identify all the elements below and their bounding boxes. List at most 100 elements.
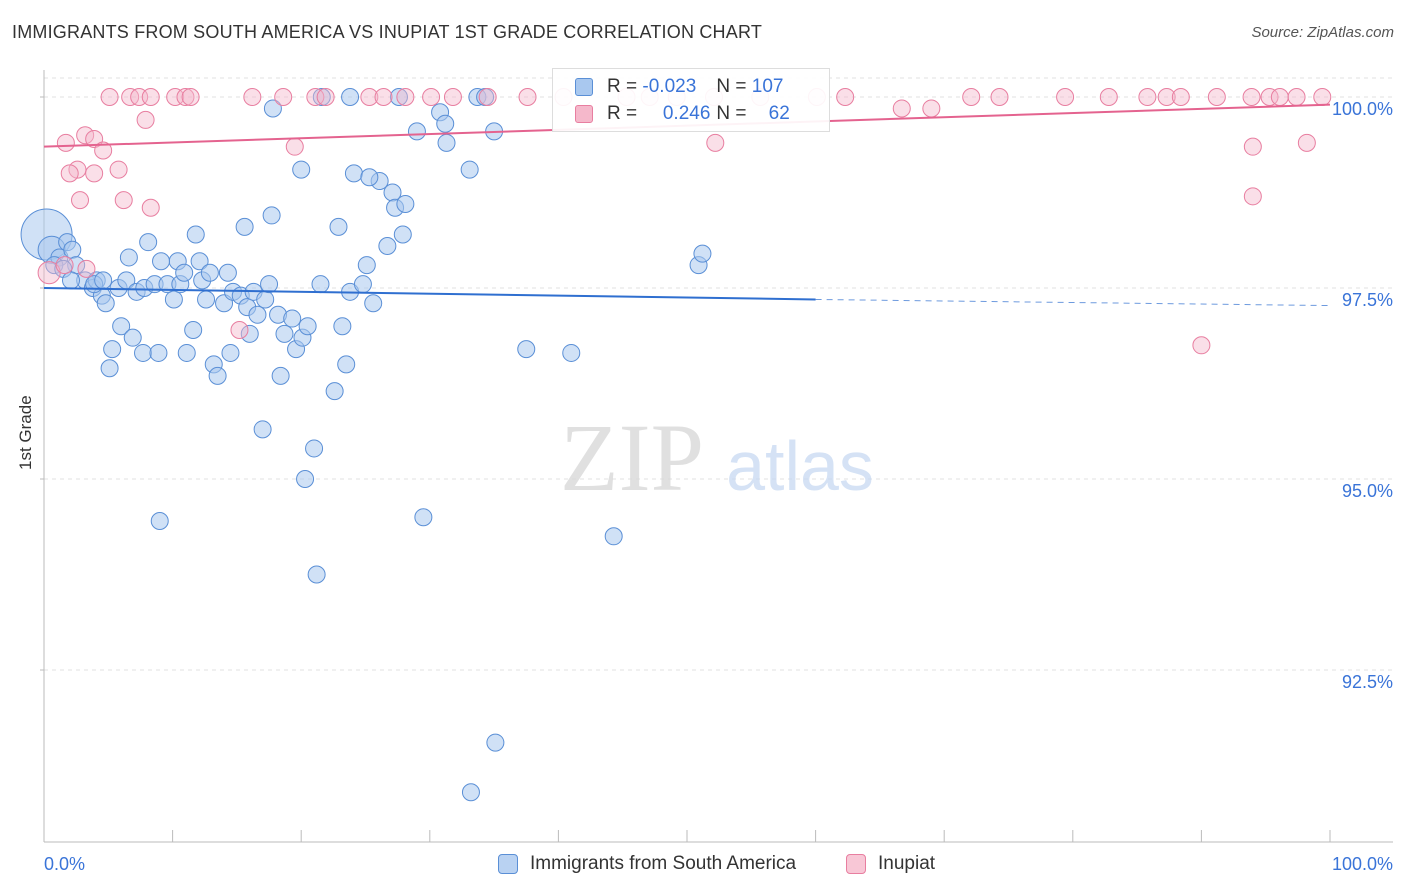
data-point-immigrants [139, 233, 158, 252]
data-point-immigrants [197, 290, 216, 309]
data-point-inupiat [990, 88, 1009, 106]
data-point-inupiat [285, 137, 304, 156]
data-point-immigrants [149, 343, 168, 362]
data-point-inupiat [518, 88, 537, 106]
data-point-immigrants [63, 240, 82, 259]
bottom-legend-immigrants[interactable]: Immigrants from South America [498, 852, 796, 876]
data-point-inupiat [360, 88, 379, 106]
data-point-immigrants [177, 343, 196, 362]
data-point-inupiat [121, 88, 140, 106]
legend-n-value: 62 [768, 103, 790, 124]
bottom-legend-inupiat[interactable]: Inupiat [846, 852, 935, 876]
data-point-inupiat [1297, 133, 1316, 152]
data-point-immigrants [152, 252, 171, 271]
data-point-immigrants [393, 225, 412, 244]
data-point-immigrants [325, 382, 344, 401]
data-point-inupiat [1287, 88, 1306, 106]
data-point-inupiat [94, 141, 113, 160]
legend-r-label: R = [607, 103, 638, 124]
data-point-inupiat [77, 259, 96, 278]
legend-swatch-blue [575, 78, 593, 96]
y-tick-label: 95.0% [1342, 481, 1393, 501]
data-point-immigrants [357, 256, 376, 275]
data-point-immigrants [344, 164, 363, 183]
data-point-immigrants [337, 355, 356, 374]
data-point-immigrants [260, 275, 279, 294]
data-point-inupiat [85, 164, 104, 183]
data-point-inupiat [60, 164, 79, 183]
data-point-inupiat [1243, 137, 1262, 156]
stats-legend: R = -0.023 N = 107 R = 0.246 N = 62 [552, 68, 830, 132]
source-credit: Source: ZipAtlas.com [1251, 24, 1394, 41]
data-point-immigrants [134, 343, 153, 362]
data-point-inupiat [1171, 88, 1190, 106]
trend-line-immigrants [43, 287, 816, 301]
data-point-immigrants [190, 252, 209, 271]
data-point-immigrants [112, 317, 131, 336]
y-tick-label: 100.0% [1332, 99, 1393, 119]
data-point-inupiat [892, 99, 911, 118]
data-point-inupiat [76, 126, 95, 145]
data-point-immigrants [407, 122, 426, 141]
data-point-immigrants [517, 340, 536, 359]
data-point-inupiat [836, 88, 855, 106]
data-point-immigrants [221, 343, 240, 362]
data-point-inupiat [109, 160, 128, 179]
data-point-immigrants [360, 168, 379, 187]
data-point-inupiat [243, 88, 262, 106]
data-point-immigrants [263, 99, 282, 118]
data-point-immigrants [100, 359, 119, 378]
data-point-inupiat [1313, 88, 1332, 106]
legend-r-value: 0.246 [662, 103, 711, 124]
data-point-immigrants [94, 271, 113, 290]
data-point-immigrants [150, 512, 169, 531]
data-point-inupiat [230, 321, 249, 340]
y-tick-labels: 92.5% 95.0% 97.5% 100.0% [1332, 99, 1393, 692]
data-point-immigrants [218, 263, 237, 282]
data-point-immigrants [436, 114, 455, 133]
data-point-inupiat [1192, 336, 1211, 355]
data-point-immigrants [256, 290, 275, 309]
data-point-immigrants [296, 470, 315, 488]
data-point-immigrants [240, 324, 259, 343]
y-tick-label: 92.5% [1342, 672, 1393, 692]
bottom-legend-label: Immigrants from South America [530, 853, 797, 874]
watermark-zip: ZIP [560, 404, 704, 511]
legend-swatch-pink [846, 854, 866, 874]
y-tick-label: 97.5% [1342, 290, 1393, 310]
data-point-inupiat [1242, 88, 1261, 106]
data-point-immigrants [461, 783, 480, 802]
data-point-inupiat [316, 88, 335, 106]
data-point-immigrants [341, 88, 360, 106]
data-point-immigrants [253, 420, 272, 439]
data-point-inupiat [1138, 88, 1157, 106]
data-point-inupiat [100, 88, 119, 106]
data-point-inupiat [181, 88, 200, 106]
data-point-inupiat [443, 88, 462, 106]
data-point-inupiat [1099, 88, 1118, 106]
data-point-immigrants [119, 248, 138, 267]
data-point-immigrants [62, 271, 81, 290]
data-point-immigrants [312, 88, 331, 106]
data-point-inupiat [176, 88, 195, 106]
data-point-immigrants [103, 340, 122, 359]
data-point-immigrants [486, 733, 505, 752]
data-point-inupiat [1056, 88, 1075, 106]
data-point-immigrants [123, 328, 142, 347]
data-point-immigrants [184, 321, 203, 340]
data-point-immigrants [200, 263, 219, 282]
x-tick-label-min: 0.0% [44, 854, 85, 874]
data-point-immigrants [96, 294, 115, 313]
trend-lines [43, 103, 1331, 307]
data-point-immigrants [283, 309, 302, 328]
legend-n-value: 107 [751, 76, 784, 97]
data-point-immigrants [298, 317, 317, 336]
trend-line-immigrants-projection [815, 298, 1331, 307]
x-tick-label-max: 100.0% [1332, 854, 1393, 874]
data-point-immigrants [307, 565, 326, 584]
data-point-immigrants [262, 206, 281, 225]
data-point-immigrants [311, 275, 330, 294]
watermark-atlas: atlas [726, 427, 874, 505]
axes [40, 70, 1393, 843]
data-point-immigrants [353, 275, 372, 294]
